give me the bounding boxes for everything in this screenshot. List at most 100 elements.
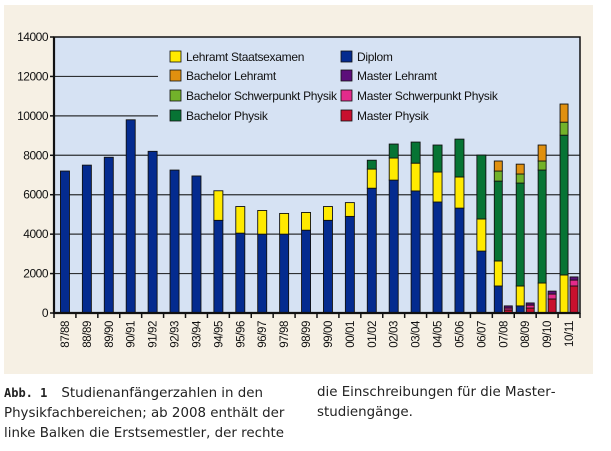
bar-diplom-96-97 xyxy=(257,233,268,314)
bar-master-lehramt-09-10 xyxy=(547,290,557,295)
y-tick-label: 6000 xyxy=(23,188,49,202)
bar-diplom-06-07 xyxy=(476,250,487,314)
x-tick-label: 05/06 xyxy=(454,321,466,348)
legend-label: Bachelor Lehramt xyxy=(186,69,277,83)
bar-lehramt-staatsexamen-09-10 xyxy=(537,282,547,314)
bar-diplom-88-89 xyxy=(81,164,92,314)
y-tick-label: 0 xyxy=(42,306,49,320)
x-tick-label: 04/05 xyxy=(433,321,445,348)
legend-swatch xyxy=(340,89,353,102)
y-tick-label: 10000 xyxy=(17,109,49,123)
legend-label: Master Lehramt xyxy=(357,69,438,83)
bar-lehramt-staatsexamen-07-08 xyxy=(493,260,503,287)
bar-diplom-07-08 xyxy=(493,285,503,314)
y-tick-label: 4000 xyxy=(23,227,49,241)
legend-label: Diplom xyxy=(357,50,393,64)
bar-bachelor-schwerpunkt-physik-08-09 xyxy=(515,173,525,184)
bar-bachelor-physik-04-05 xyxy=(432,144,443,173)
y-tick-label: 8000 xyxy=(23,148,49,162)
bar-diplom-92-93 xyxy=(169,169,180,314)
bar-chart: 0 2000 4000 6000 8000 10000 12000 14000 87/88 88… xyxy=(17,30,581,348)
bar-diplom-04-05 xyxy=(432,201,443,314)
bar-lehramt-staatsexamen-04-05 xyxy=(432,171,443,203)
y-tick-label: 12000 xyxy=(17,69,49,83)
bar-lehramt-staatsexamen-94-95 xyxy=(213,190,224,221)
x-tick-label: 08/09 xyxy=(520,321,532,348)
legend-item-master-physik: Master Physik xyxy=(340,109,430,123)
bar-bachelor-schwerpunkt-physik-10-11 xyxy=(559,121,569,136)
x-tick-label: 10/11 xyxy=(564,321,576,347)
caption-text-1: Studienanfängerzahlen in den Physikfachb… xyxy=(4,386,285,441)
bar-lehramt-staatsexamen-99-00 xyxy=(323,206,333,221)
bar-bachelor-physik-03-04 xyxy=(410,141,421,164)
legend-item-diplom: Diplom xyxy=(340,50,393,64)
legend-label: Bachelor Physik xyxy=(186,109,269,123)
bar-lehramt-staatsexamen-02-03 xyxy=(388,157,399,181)
bar-diplom-02-03 xyxy=(388,179,399,314)
y-tick-label: 14000 xyxy=(17,30,49,44)
x-tick-label: 02/03 xyxy=(389,321,401,348)
x-tick-label: 98/99 xyxy=(301,321,313,348)
bar-diplom-94-95 xyxy=(213,219,224,314)
bar-bachelor-physik-07-08 xyxy=(493,180,503,262)
legend-swatch xyxy=(169,69,182,82)
x-tick-label: 97/98 xyxy=(279,321,291,348)
legend-item-bachelor-schwerpunkt-physik: Bachelor Schwerpunkt Physik xyxy=(169,89,338,103)
bar-diplom-97-98 xyxy=(279,233,290,314)
legend-label: Master Schwerpunkt Physik xyxy=(357,89,499,103)
bar-master-lehramt-08-09 xyxy=(525,302,535,306)
bar-diplom-01-02 xyxy=(366,187,377,314)
x-tick-label: 89/90 xyxy=(104,321,116,348)
legend-label: Master Physik xyxy=(357,109,430,123)
legend-swatch xyxy=(169,89,182,102)
bar-bachelor-physik-06-07 xyxy=(476,154,487,220)
bar-bachelor-lehramt-10-11 xyxy=(559,103,569,123)
caption-column-1: Abb. 1 Studienanfängerzahlen in den Physi… xyxy=(4,383,304,444)
legend-item-bachelor-lehramt: Bachelor Lehramt xyxy=(169,69,277,83)
bar-bachelor-lehramt-07-08 xyxy=(493,160,503,172)
x-tick-label: 92/93 xyxy=(170,321,182,348)
x-tick-label: 01/02 xyxy=(367,321,379,348)
legend-item-master-schwerpunkt-physik: Master Schwerpunkt Physik xyxy=(340,89,499,103)
caption-label: Abb. 1 xyxy=(4,386,48,400)
bar-diplom-93-94 xyxy=(191,175,202,314)
x-tick-label: 99/00 xyxy=(323,321,335,348)
bar-diplom-99-00 xyxy=(323,219,333,314)
y-tick-labels: 0 2000 4000 6000 8000 10000 12000 14000 xyxy=(17,30,49,320)
x-tick-label: 06/07 xyxy=(476,321,488,348)
caption-column-2: die Einschreibungen für die Master­studi… xyxy=(317,383,607,423)
bar-master-lehramt-07-08 xyxy=(503,305,513,309)
bar-bachelor-schwerpunkt-physik-09-10 xyxy=(537,160,547,171)
bar-lehramt-staatsexamen-96-97 xyxy=(257,210,268,235)
bar-lehramt-staatsexamen-97-98 xyxy=(279,212,290,235)
bar-diplom-87-88 xyxy=(60,170,70,314)
bar-bachelor-physik-08-09 xyxy=(515,182,525,287)
x-tick-labels: 87/88 88/89 89/90 90/91 91/92 92/93 93/94 94/95… xyxy=(60,320,576,348)
bar-bachelor-physik-01-02 xyxy=(366,159,377,170)
bar-master-lehramt-10-11 xyxy=(569,276,579,281)
axes xyxy=(50,36,581,318)
bar-master-physik-09-10 xyxy=(547,298,557,314)
bar-bachelor-physik-02-03 xyxy=(388,143,399,159)
bar-diplom-05-06 xyxy=(454,207,465,314)
bar-master-physik-10-11 xyxy=(569,285,579,314)
x-tick-label: 00/01 xyxy=(345,321,357,348)
bar-lehramt-staatsexamen-10-11 xyxy=(559,274,569,314)
bar-diplom-03-04 xyxy=(410,190,421,314)
gridlines xyxy=(54,75,580,275)
bar-bachelor-lehramt-08-09 xyxy=(515,163,525,175)
x-tick-label: 94/95 xyxy=(213,321,225,348)
legend-swatch xyxy=(169,50,182,63)
bar-master-schwerpunkt-physik-10-11 xyxy=(569,279,579,287)
bar-diplom-91-92 xyxy=(147,150,158,314)
legend-item-lehramt-staatsexamen: Lehramt Staatsexamen xyxy=(169,50,304,64)
bar-master-schwerpunkt-physik-09-10 xyxy=(547,293,557,300)
caption-text-2: die Einschreibungen für die Master­studi… xyxy=(317,385,556,420)
x-tick-label: 96/97 xyxy=(257,321,269,348)
y-tick-label: 2000 xyxy=(23,267,49,281)
bar-diplom-90-91 xyxy=(125,119,136,314)
bar-lehramt-staatsexamen-00-01 xyxy=(344,202,355,217)
x-tick-label: 88/89 xyxy=(82,321,94,348)
legend: Lehramt Staatsexamen Bachelor Lehramt Bach… xyxy=(169,50,499,123)
x-tick-label: 07/08 xyxy=(498,321,510,348)
